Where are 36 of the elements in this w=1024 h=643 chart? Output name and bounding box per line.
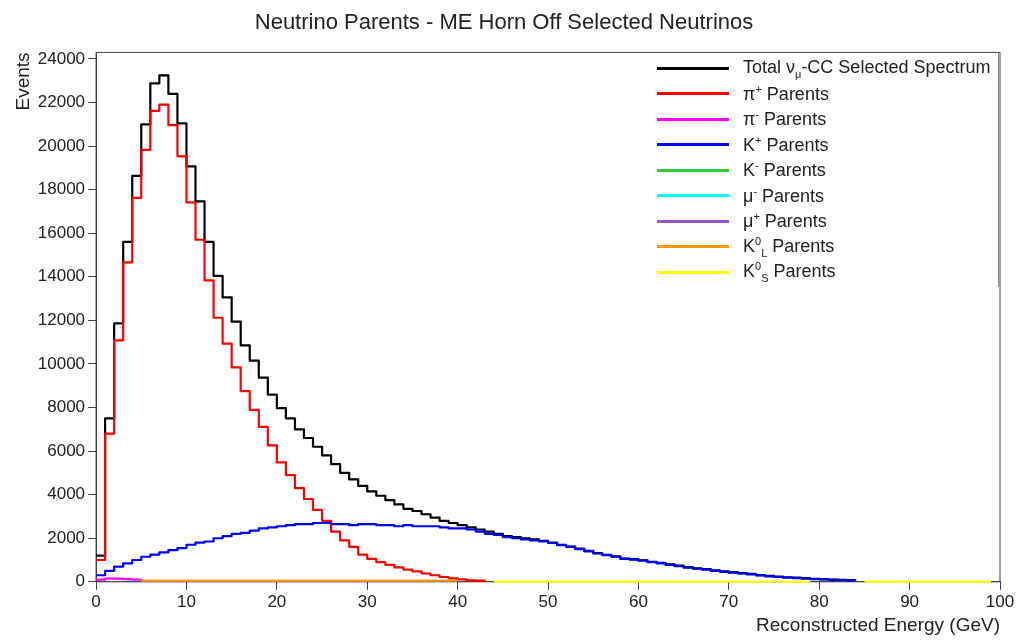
x-tick-label: 40 <box>448 591 468 611</box>
legend-label: π$^{+}$ Parents <box>743 82 829 105</box>
x-axis-title: Reconstructed Energy (GeV) <box>756 613 1000 635</box>
y-axis-title: Events <box>11 52 33 111</box>
y-tick-label: 0 <box>75 571 86 591</box>
x-tick-label: 80 <box>809 591 829 611</box>
legend-label: μ$^{+}$ Parents <box>743 210 827 233</box>
x-tick-label: 10 <box>177 591 196 611</box>
y-tick-label: 12000 <box>37 310 86 330</box>
legend-label: K$^{-}$ Parents <box>743 159 826 182</box>
y-tick-label: 24000 <box>37 48 86 68</box>
legend-label: K$^{+}$ Parents <box>743 133 829 156</box>
x-tick-label: 70 <box>719 591 739 611</box>
y-tick-label: 8000 <box>47 397 86 417</box>
y-tick-label: 16000 <box>37 222 86 242</box>
x-tick-label: 0 <box>91 591 101 611</box>
x-tick-label: 50 <box>538 591 558 611</box>
y-tick-label: 18000 <box>37 179 86 199</box>
y-tick-label: 14000 <box>37 266 86 286</box>
y-tick-label: 22000 <box>37 92 86 112</box>
legend-label: K$^{0}$$_{S}$ Parents <box>743 260 836 284</box>
y-tick-label: 4000 <box>47 484 86 504</box>
legend-label: K$^{0}$$_{L}$ Parents <box>743 234 835 259</box>
legend-label: Total ν$_{μ}$-CC Selected Spectrum <box>743 56 991 80</box>
chart-title: Neutrino Parents - ME Horn Off Selected Neutrinos <box>254 9 754 35</box>
x-tick-label: 100 <box>985 591 1015 611</box>
y-tick-label: 10000 <box>37 353 86 373</box>
x-tick-label: 20 <box>267 591 287 611</box>
legend-label: μ$^{-}$ Parents <box>743 184 825 207</box>
y-tick-label: 6000 <box>47 440 86 460</box>
legend-label: π$^{-}$ Parents <box>743 108 827 131</box>
y-tick-label: 20000 <box>37 135 86 155</box>
x-tick-label: 90 <box>900 591 920 611</box>
x-tick-label: 30 <box>357 591 377 611</box>
y-tick-label: 2000 <box>47 527 86 547</box>
x-tick-label: 60 <box>628 591 648 611</box>
